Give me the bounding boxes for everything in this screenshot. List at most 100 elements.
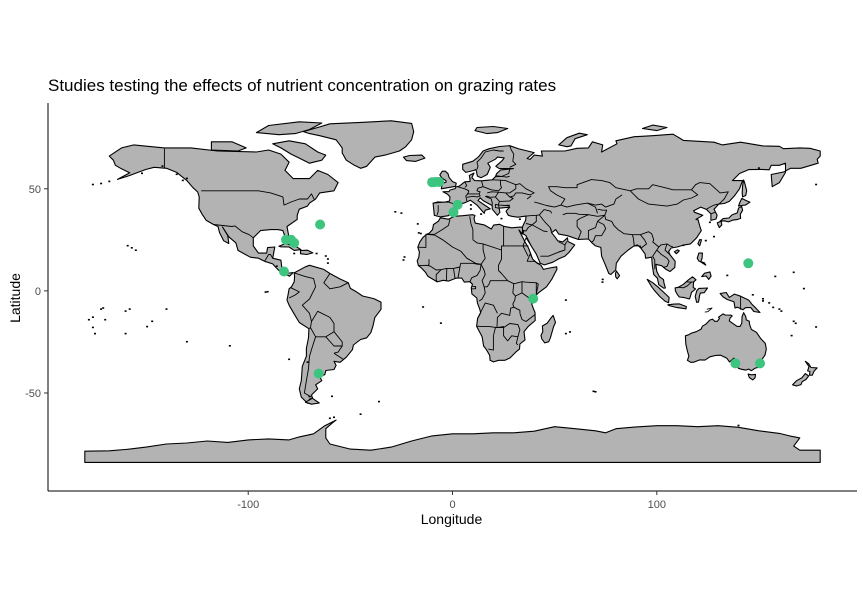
landmass-novaya-zemlya	[558, 132, 588, 148]
landmass-new-guinea	[719, 291, 761, 314]
landmass-greenland	[302, 120, 415, 169]
island	[326, 262, 329, 264]
study-site-point	[452, 199, 463, 210]
landmass-taiwan	[697, 239, 703, 247]
island	[275, 265, 278, 267]
country-border	[523, 224, 533, 232]
island	[802, 287, 805, 290]
country-border	[509, 183, 535, 198]
country-border	[631, 234, 642, 249]
island	[751, 294, 754, 296]
island	[124, 332, 127, 335]
country-border	[469, 216, 474, 240]
study-site-point	[289, 237, 300, 248]
island	[94, 332, 96, 335]
country-border	[495, 175, 510, 178]
country-border	[488, 335, 494, 351]
island	[126, 244, 129, 247]
study-sites-layer	[279, 177, 765, 379]
island	[774, 275, 777, 278]
island	[416, 223, 419, 225]
island	[100, 308, 103, 310]
island	[130, 247, 133, 249]
country-border	[472, 239, 504, 251]
country-border	[264, 254, 274, 262]
island	[134, 249, 137, 251]
country-border	[333, 345, 343, 354]
country-border	[457, 266, 461, 279]
country-border	[498, 201, 500, 209]
landmass-tierra-del-fuego	[304, 397, 320, 405]
chart-title: Studies testing the effects of nutrient …	[48, 76, 557, 95]
country-border	[710, 211, 716, 215]
island	[306, 361, 309, 363]
island	[161, 165, 164, 167]
country-border	[500, 179, 517, 194]
country-border	[434, 219, 451, 235]
country-border	[522, 237, 529, 257]
island	[792, 271, 795, 274]
ticks: -100 0 100 -50 0 50	[25, 184, 666, 511]
y-axis-title: Latitude	[7, 273, 23, 323]
landmass-nz-south	[792, 373, 810, 387]
island	[815, 326, 818, 328]
landmass-severnaya-zemlya	[641, 124, 668, 132]
study-site-point	[755, 358, 765, 369]
island	[601, 278, 604, 281]
country-border	[513, 306, 521, 314]
country-border	[509, 145, 517, 168]
island	[768, 302, 771, 304]
country-border	[201, 190, 315, 206]
landmass-south-america	[286, 264, 382, 404]
island	[108, 180, 111, 183]
landmass-australia	[684, 312, 767, 372]
study-site-point	[313, 368, 324, 379]
island	[91, 183, 94, 186]
island	[417, 232, 420, 234]
landmass-victoria-island	[210, 141, 247, 152]
country-border	[433, 201, 449, 204]
island	[181, 179, 184, 182]
island	[264, 291, 267, 293]
landmass-baffin-island	[272, 140, 327, 164]
island	[403, 256, 406, 258]
landmass-iceland	[402, 154, 426, 162]
country-border	[503, 327, 518, 342]
island	[794, 322, 797, 325]
country-border	[503, 323, 521, 346]
landmass-honshu	[719, 205, 744, 223]
country-border	[436, 205, 439, 216]
island	[778, 308, 781, 310]
island	[185, 340, 188, 343]
country-border	[558, 241, 568, 246]
study-site-point	[730, 358, 741, 369]
country-border	[604, 215, 674, 248]
country-border	[476, 149, 504, 170]
country-border	[527, 260, 541, 265]
country-border	[531, 224, 548, 233]
island	[293, 252, 296, 255]
country-border	[480, 243, 490, 288]
landmass-kyushu	[716, 220, 723, 229]
country-border	[519, 313, 536, 322]
island	[518, 218, 521, 220]
landmass-hainan	[673, 249, 680, 255]
study-site-point	[434, 177, 445, 187]
landmass-borneo	[674, 276, 697, 300]
island	[469, 204, 472, 206]
island	[100, 182, 103, 185]
island	[682, 244, 685, 247]
landmass-ellesmere-islands	[255, 121, 323, 136]
landmass-north-america	[108, 144, 339, 277]
island	[569, 331, 571, 333]
island	[790, 334, 793, 337]
island	[102, 307, 105, 309]
country-border	[526, 195, 532, 200]
island	[439, 322, 442, 324]
country-border	[310, 310, 335, 338]
island	[762, 300, 764, 302]
country-border	[477, 302, 498, 319]
landmass-sakhalin	[741, 179, 748, 198]
country-border	[587, 194, 623, 208]
